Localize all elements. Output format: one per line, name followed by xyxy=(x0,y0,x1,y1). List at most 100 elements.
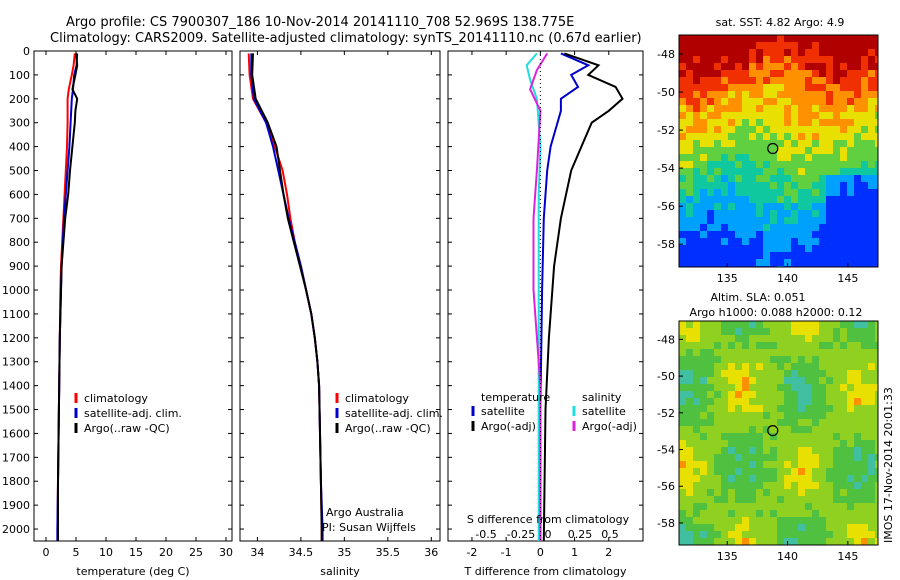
map-cell xyxy=(721,259,729,267)
map-cell xyxy=(854,454,862,462)
map-cell xyxy=(875,517,878,525)
map-cell xyxy=(721,328,729,336)
map-cell xyxy=(735,91,743,99)
legend-item: Argo(-adj) xyxy=(481,420,536,433)
map-cell xyxy=(728,210,736,218)
map-cell xyxy=(840,49,848,57)
map-cell xyxy=(854,175,862,183)
map-cell xyxy=(756,447,764,455)
map-cell xyxy=(854,503,862,511)
y-tick-label: 1200 xyxy=(2,332,30,345)
map-cell xyxy=(861,154,869,162)
map-cell xyxy=(770,147,778,155)
map-cell xyxy=(763,252,771,260)
map-cell xyxy=(700,384,708,392)
map-cell xyxy=(763,328,771,336)
map-cell xyxy=(791,461,799,469)
map-cell xyxy=(840,454,848,462)
map-cell xyxy=(854,133,862,141)
map-cell xyxy=(770,538,778,545)
map-cell xyxy=(805,42,813,50)
map-cell xyxy=(784,391,792,399)
x-tick-label: -2 xyxy=(466,546,477,559)
map-cell xyxy=(686,419,694,427)
map-cell xyxy=(749,175,757,183)
map-cell xyxy=(742,447,750,455)
map-cell xyxy=(686,182,694,190)
map-cell xyxy=(707,538,715,545)
map-cell xyxy=(749,154,757,162)
map-cell xyxy=(693,475,701,483)
map-cell xyxy=(833,259,841,267)
y-tick-label: 400 xyxy=(9,141,30,154)
map-cell xyxy=(805,161,813,169)
map-cell xyxy=(707,342,715,350)
map-cell xyxy=(686,426,694,434)
map-cell xyxy=(875,391,878,399)
map-cell xyxy=(707,335,715,343)
map-cell xyxy=(735,342,743,350)
map-cell xyxy=(770,419,778,427)
map-cell xyxy=(861,70,869,78)
map-cell xyxy=(749,49,757,57)
map-cell xyxy=(707,175,715,183)
map-cell xyxy=(735,370,743,378)
map-cell xyxy=(707,363,715,371)
map-cell xyxy=(770,189,778,197)
x-tick-label: 25 xyxy=(189,546,203,559)
map-cell xyxy=(826,419,834,427)
map-cell xyxy=(840,391,848,399)
map-cell xyxy=(875,133,878,141)
map-cell xyxy=(833,433,841,441)
map-cell xyxy=(861,475,869,483)
map-cell xyxy=(840,405,848,413)
map-cell xyxy=(777,70,785,78)
map-cell xyxy=(686,489,694,497)
y-tick-label: 1800 xyxy=(2,475,30,488)
map-cell xyxy=(714,342,722,350)
map-cell xyxy=(840,531,848,539)
map-cell xyxy=(777,63,785,71)
map-cell xyxy=(868,231,876,239)
annotation-institution: Argo Australia xyxy=(326,506,404,519)
map-cell xyxy=(798,168,806,176)
map-cell xyxy=(686,461,694,469)
map-cell xyxy=(819,524,827,532)
map-cell xyxy=(833,154,841,162)
map-cell xyxy=(700,419,708,427)
map-cell xyxy=(826,126,834,134)
map-cell xyxy=(777,482,785,490)
map-cell xyxy=(819,419,827,427)
map-cell xyxy=(735,42,743,50)
map-cell xyxy=(784,328,792,336)
series-line-1 xyxy=(542,52,624,542)
map-cell xyxy=(686,126,694,134)
map-cell xyxy=(868,524,876,532)
map-cell xyxy=(679,370,687,378)
map-cell xyxy=(777,196,785,204)
map-cell xyxy=(707,440,715,448)
map-cell xyxy=(847,447,855,455)
map-cell xyxy=(721,349,729,357)
map-cell xyxy=(777,35,785,43)
map-cell xyxy=(812,426,820,434)
s-tick-label: 0 xyxy=(545,528,552,541)
map-cell xyxy=(777,468,785,476)
legend-heading-salinity: salinity xyxy=(582,391,622,404)
map-cell xyxy=(819,405,827,413)
map-cell xyxy=(798,189,806,197)
map-cell xyxy=(728,398,736,406)
map-cell xyxy=(721,398,729,406)
map-cell xyxy=(868,259,876,267)
map-cell xyxy=(875,468,878,476)
map-cell xyxy=(686,238,694,246)
map-cell xyxy=(819,503,827,511)
map-cell xyxy=(833,175,841,183)
map-cell xyxy=(868,210,876,218)
map-cell xyxy=(805,63,813,71)
map-cell xyxy=(714,49,722,57)
x-axis-label: salinity xyxy=(320,565,360,578)
map-cell xyxy=(840,377,848,385)
map-cell xyxy=(749,140,757,148)
map-cell xyxy=(812,77,820,85)
